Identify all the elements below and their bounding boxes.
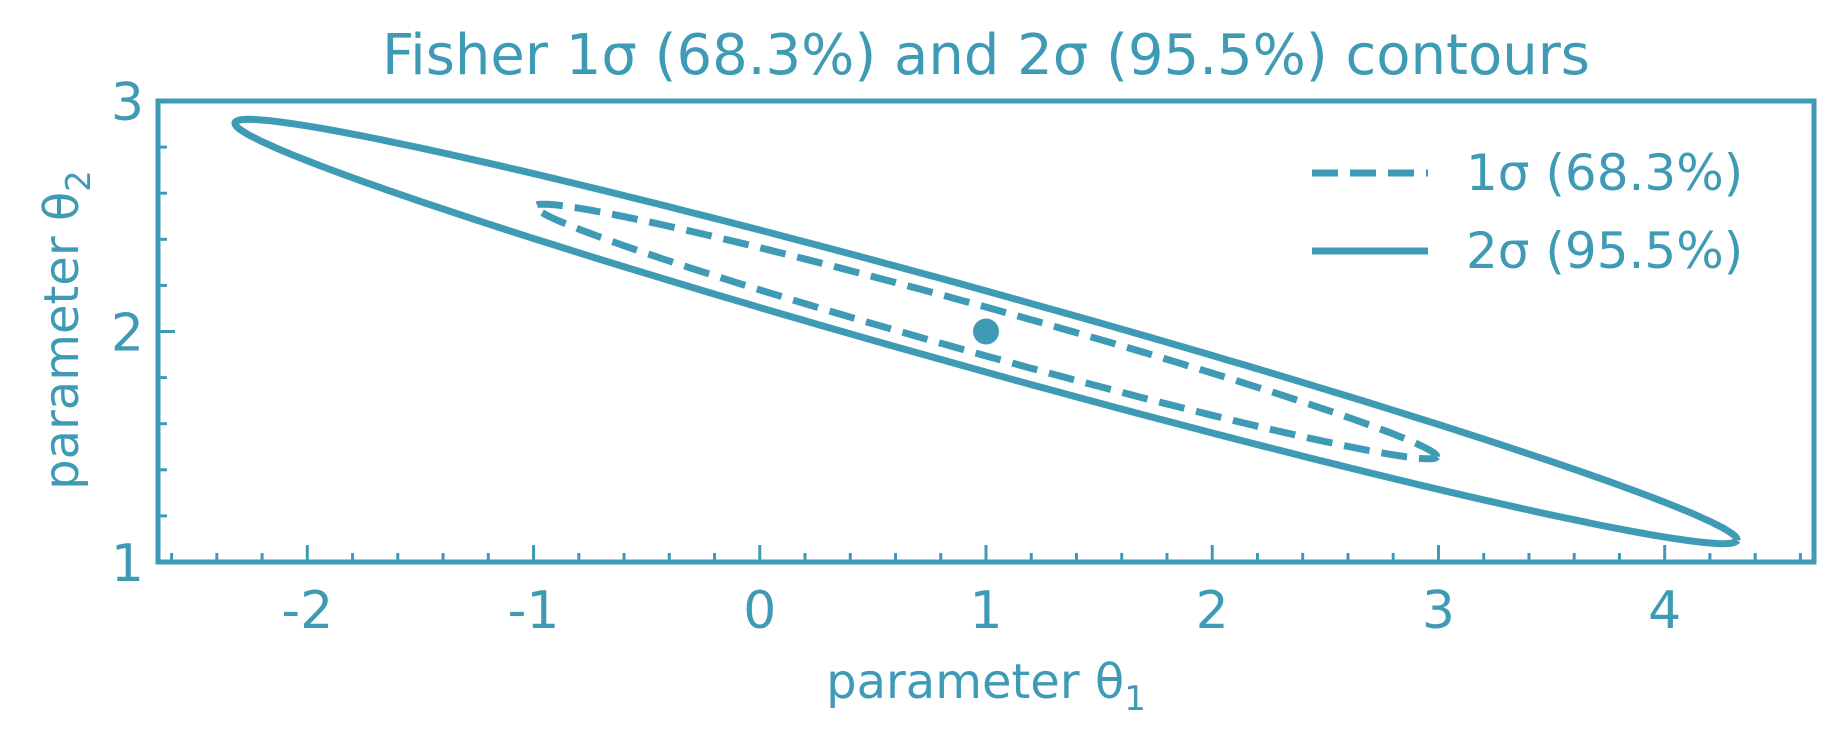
x-axis-label: parameter θ1 (826, 654, 1146, 719)
contour-2sigma (231, 115, 1741, 548)
y-tick-label: 1 (111, 534, 144, 594)
x-tick-label: 4 (1648, 581, 1681, 641)
legend: 1σ (68.3%) 2σ (95.5%) (1312, 144, 1743, 280)
y-axis-label: parameter θ2 (34, 170, 99, 490)
legend-1sigma-label: 1σ (68.3%) (1466, 144, 1743, 202)
contour-1sigma (531, 200, 1441, 463)
chart-title: Fisher 1σ (68.3%) and 2σ (95.5%) contour… (382, 23, 1590, 88)
plot-area: -2 -1 0 1 2 3 4 1 2 3 (111, 73, 1817, 641)
legend-2sigma-label: 2σ (95.5%) (1466, 222, 1743, 280)
fiducial-point (973, 318, 999, 345)
x-tick-label: -2 (281, 581, 333, 641)
y-tick-label: 3 (111, 73, 144, 133)
y-tick-label: 2 (111, 304, 144, 364)
x-tick-label: 1 (969, 581, 1002, 641)
x-tick-label: 3 (1422, 581, 1455, 641)
x-tick-label: -1 (508, 581, 560, 641)
x-tick-label: 2 (1196, 581, 1229, 641)
x-tick-label: 0 (743, 581, 776, 641)
